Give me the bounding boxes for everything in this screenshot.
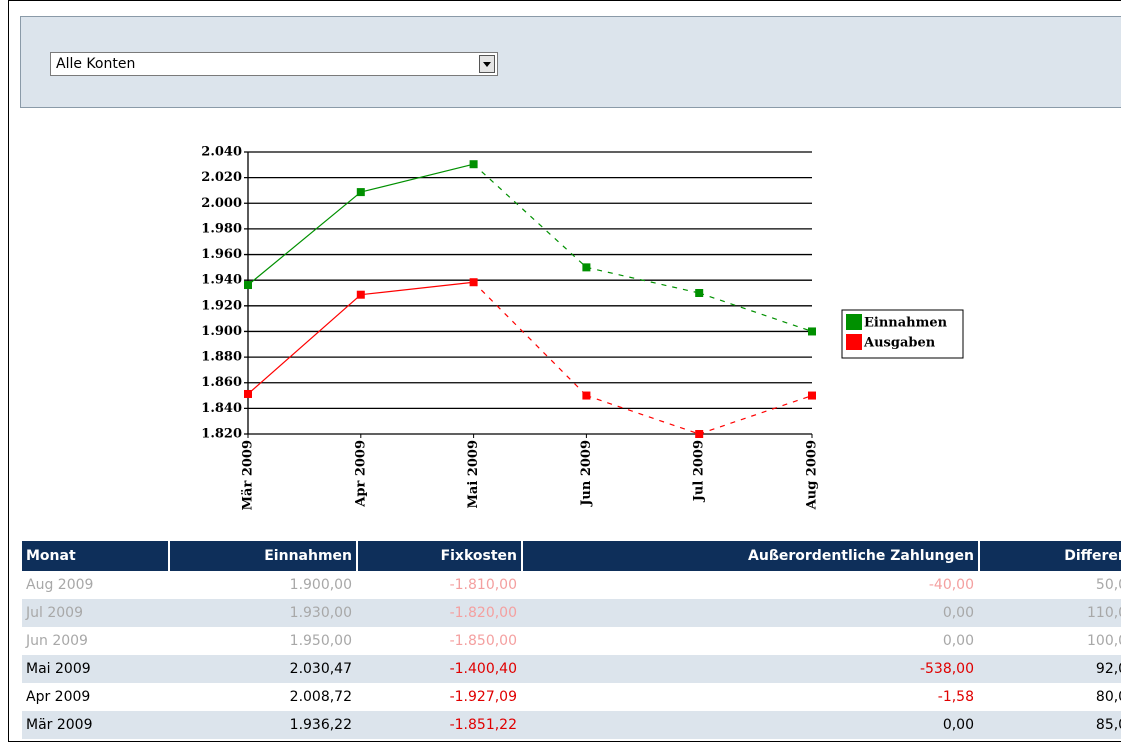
- table-cell: -1,58: [937, 689, 974, 705]
- table-cell: Mär 2009: [22, 711, 170, 739]
- y-tick-label: 1.820: [201, 427, 242, 442]
- table-cell: 1.930,00: [170, 599, 358, 627]
- account-select[interactable]: Alle Konten: [50, 52, 498, 76]
- table-cell: -40,00: [928, 577, 974, 593]
- y-tick-label: 1.840: [201, 401, 242, 416]
- table-cell: 0,00: [523, 599, 980, 627]
- column-header: Monat: [22, 541, 170, 571]
- y-tick-label: 1.860: [201, 375, 242, 390]
- table-cell: -1.850,00: [449, 633, 517, 649]
- table-row: Aug 2009 1.900,00 -1.810,00 -40,00 50,00: [22, 571, 1121, 599]
- x-tick-label: Jun 2009: [579, 440, 594, 507]
- table-cell: Mai 2009: [22, 655, 170, 683]
- y-tick-label: 1.880: [201, 350, 242, 365]
- y-tick-label: 1.960: [201, 247, 242, 262]
- table-cell: Jul 2009: [22, 599, 170, 627]
- table-header: Monat Einnahmen Fixkosten Außerordentliche …: [22, 541, 1121, 571]
- line-segment: [247, 294, 362, 395]
- table-cell: 85,00: [980, 711, 1121, 739]
- point: [695, 430, 704, 438]
- table-cell: 92,07: [980, 655, 1121, 683]
- table-row: Jun 2009 1.950,00 -1.850,00 0,00 100,00: [22, 627, 1121, 655]
- column-header: Einnahmen: [170, 541, 358, 571]
- line-segment: [699, 394, 813, 435]
- point: [244, 389, 252, 398]
- x-tick-label: Mai 2009: [466, 440, 481, 508]
- select-value: Alle Konten: [56, 56, 136, 72]
- legend-label: Ausgaben: [863, 336, 936, 351]
- column-header: Fixkosten: [358, 541, 523, 571]
- y-tick-label: 2.040: [201, 145, 242, 160]
- frame: [8, 0, 1121, 742]
- point: [808, 327, 816, 336]
- chart: 1.820 1.840 1.860 1.880 1.900 1.920 1.940 1.960…: [201, 145, 964, 510]
- point: [582, 391, 591, 400]
- point: [695, 289, 704, 297]
- x-tick-label: Aug 2009: [805, 440, 820, 510]
- summary-table: Monat Einnahmen Fixkosten Außerordentliche …: [22, 541, 1121, 739]
- table-cell: 110,00: [980, 599, 1121, 627]
- point: [244, 281, 252, 290]
- y-tick-label: 2.020: [201, 170, 242, 185]
- line-segment: [586, 394, 700, 435]
- point: [469, 278, 478, 287]
- table-cell: -1.820,00: [358, 599, 523, 627]
- table-cell: 1.936,22: [170, 711, 358, 739]
- line-segment: [360, 163, 474, 193]
- table-cell: -1.400,40: [358, 655, 523, 683]
- line-segment: [473, 281, 587, 396]
- point: [469, 160, 478, 169]
- legend-label: Einnahmen: [864, 316, 948, 331]
- table-cell: -538,00: [523, 655, 980, 683]
- table-cell: -1.851,22: [358, 711, 523, 739]
- line-segment: [586, 266, 700, 294]
- point: [356, 188, 365, 197]
- table-cell: 2.030,47: [170, 655, 358, 683]
- line-segment: [247, 191, 362, 286]
- legend-swatch: [846, 334, 862, 350]
- point: [808, 391, 816, 400]
- table-cell: 1.950,00: [289, 633, 352, 649]
- line-segment: [360, 281, 474, 296]
- legend-swatch: [846, 314, 862, 330]
- column-header: Differenz: [980, 541, 1121, 571]
- table-cell: 50,00: [1095, 577, 1121, 593]
- table-cell: 2.008,72: [289, 689, 352, 705]
- x-tick-label: Mär 2009: [241, 440, 256, 510]
- x-tick-label: Jul 2009: [692, 440, 707, 502]
- table-cell: 0,00: [942, 633, 974, 649]
- x-tick-label: Apr 2009: [353, 440, 368, 508]
- point: [582, 263, 591, 272]
- table-body: Aug 2009 1.900,00 -1.810,00 -40,00 50,00 Jul …: [22, 571, 1121, 739]
- point: [356, 290, 365, 299]
- table-cell: -1.810,00: [449, 577, 517, 593]
- table-cell: 0,00: [523, 711, 980, 739]
- line-segment: [699, 292, 813, 333]
- y-tick-label: 1.920: [201, 298, 242, 313]
- table-cell: 80,05: [1095, 689, 1121, 705]
- table-cell: Jun 2009: [26, 633, 88, 649]
- table-cell: 1.900,00: [289, 577, 352, 593]
- table-cell: -1.927,09: [449, 689, 517, 705]
- y-tick-label: 1.900: [201, 324, 242, 339]
- y-tick-label: 2.000: [201, 196, 242, 211]
- y-tick-label: 1.940: [201, 273, 242, 288]
- table-cell: 100,00: [1087, 633, 1121, 649]
- column-header: Außerordentliche Zahlungen: [523, 541, 980, 571]
- table-row: Apr 2009 2.008,72 -1.927,09 -1,58 80,05: [22, 683, 1121, 711]
- table-cell: Apr 2009: [26, 689, 91, 705]
- select-arrow[interactable]: [479, 55, 495, 73]
- legend-box: [841, 309, 964, 359]
- y-tick-label: 1.980: [201, 221, 242, 236]
- table-cell: Aug 2009: [26, 577, 94, 593]
- line-segment: [473, 163, 587, 268]
